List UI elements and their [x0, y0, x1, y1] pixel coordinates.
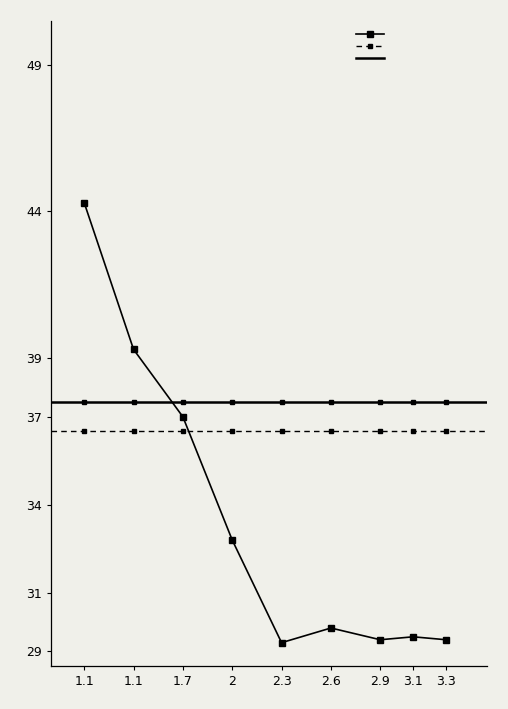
杀虫单微乳剂 — [131, 345, 137, 354]
杀虫单微乳剂 — [180, 413, 186, 421]
Line: 杀虫单微乳剂: 杀虫单微乳剂 — [81, 199, 449, 646]
杀虫单微乳剂 — [377, 635, 384, 644]
杀虫单微乳剂 — [328, 624, 334, 632]
杀虫单微乳剂 — [278, 638, 284, 647]
杀虫单微乳剂 — [443, 635, 449, 644]
杀虫单微乳剂 — [81, 199, 87, 207]
杀虫单微乳剂 — [229, 536, 235, 545]
Legend: 杀虫单微乳剂, 卷心临界表面张力, 水稻临界表面张力: 杀虫单微乳剂, 卷心临界表面张力, 水稻临界表面张力 — [353, 26, 482, 65]
杀虫单微乳剂 — [410, 632, 416, 641]
